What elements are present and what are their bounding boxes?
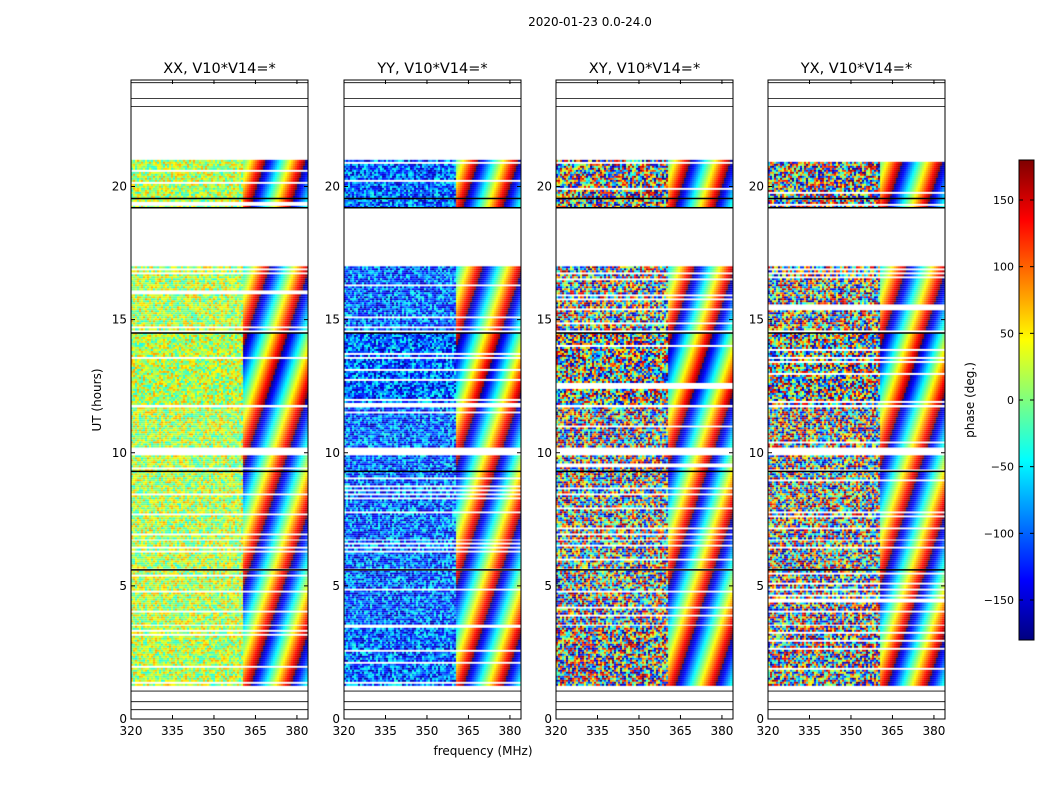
x-tick-label: 335 (161, 724, 184, 738)
colorbar-tick-label: 0 (1007, 394, 1014, 407)
y-tick-label: 10 (537, 446, 552, 460)
x-tick-label: 335 (798, 724, 821, 738)
panel-xx: XX, V10*V14=* 320 335 350 365 380 0 5 10 15 20 (112, 61, 309, 738)
x-tick-label: 365 (457, 724, 480, 738)
x-tick-label: 365 (244, 724, 267, 738)
y-tick-label: 10 (749, 446, 764, 460)
y-tick-label: 0 (756, 712, 764, 726)
y-tick-label: 15 (112, 313, 127, 327)
panel-title: YX, V10*V14=* (800, 61, 912, 77)
y-tick-label: 10 (325, 446, 340, 460)
y-tick-label: 5 (332, 579, 340, 593)
x-tick-label: 380 (498, 724, 521, 738)
y-tick-label: 10 (112, 446, 127, 460)
y-tick-label: 5 (119, 579, 127, 593)
x-axis-label: frequency (MHz) (433, 744, 532, 758)
y-axis-label: UT (hours) (90, 368, 104, 431)
panel-title: XY, V10*V14=* (589, 61, 700, 77)
x-tick-label: 320 (120, 724, 143, 738)
panel-frame (767, 79, 946, 720)
y-tick-label: 20 (112, 180, 127, 194)
y-tick-label: 20 (537, 180, 552, 194)
panel-title: YY, V10*V14=* (376, 61, 487, 77)
colorbar: 150 100 50 0 −50 −100 −150 (984, 159, 1035, 641)
x-tick-label: 365 (669, 724, 692, 738)
panel-yy: YY, V10*V14=* 320 335 350 365 380 0 5 10 15 20 (325, 61, 522, 738)
y-tick-label: 0 (119, 712, 127, 726)
y-tick-label: 15 (749, 313, 764, 327)
colorbar-tick-label: 150 (993, 194, 1014, 207)
y-tick-label: 5 (544, 579, 552, 593)
phase-heatmap-yx (768, 80, 945, 719)
x-tick-label: 350 (840, 724, 863, 738)
panel-frame (343, 79, 522, 720)
y-tick-label: 0 (544, 712, 552, 726)
x-tick-label: 380 (710, 724, 733, 738)
y-tick-label: 15 (537, 313, 552, 327)
colorbar-tick-label: −50 (991, 461, 1014, 474)
x-tick-label: 320 (757, 724, 780, 738)
x-tick-label: 320 (333, 724, 356, 738)
phase-heatmap-xx (131, 80, 308, 719)
y-tick-label: 20 (325, 180, 340, 194)
y-tick-label: 20 (749, 180, 764, 194)
x-tick-label: 350 (416, 724, 439, 738)
x-tick-label: 320 (545, 724, 568, 738)
figure-title: 2020-01-23 0.0-24.0 (528, 15, 652, 29)
x-tick-label: 350 (203, 724, 226, 738)
panels: XX, V10*V14=*320 335 350 365 38005101520YY, … (112, 61, 946, 738)
colorbar-tick-label: 100 (993, 261, 1014, 274)
x-tick-label: 380 (285, 724, 308, 738)
x-tick-label: 365 (881, 724, 904, 738)
colorbar-tick-label: −100 (984, 527, 1014, 540)
panel-yx: YX, V10*V14=* 320 335 350 365 380 0 5 10 15 20 (749, 61, 946, 738)
y-tick-label: 5 (756, 579, 764, 593)
phase-heatmap-xy (556, 80, 733, 719)
x-tick-label: 335 (586, 724, 609, 738)
y-tick-label: 0 (332, 712, 340, 726)
colorbar-label: phase (deg.) (963, 362, 977, 438)
panel-frame (555, 79, 734, 720)
colorbar-tick-label: 50 (1000, 327, 1014, 340)
colorbar-tick-label: −150 (984, 594, 1014, 607)
panel-title: XX, V10*V14=* (163, 61, 275, 77)
x-tick-label: 350 (628, 724, 651, 738)
y-tick-label: 15 (325, 313, 340, 327)
x-tick-label: 380 (922, 724, 945, 738)
panel-frame (130, 79, 309, 720)
x-tick-label: 335 (374, 724, 397, 738)
phase-heatmap-yy (344, 80, 521, 719)
panel-xy: XY, V10*V14=* 320 335 350 365 380 0 5 10 15 20 (537, 61, 734, 738)
